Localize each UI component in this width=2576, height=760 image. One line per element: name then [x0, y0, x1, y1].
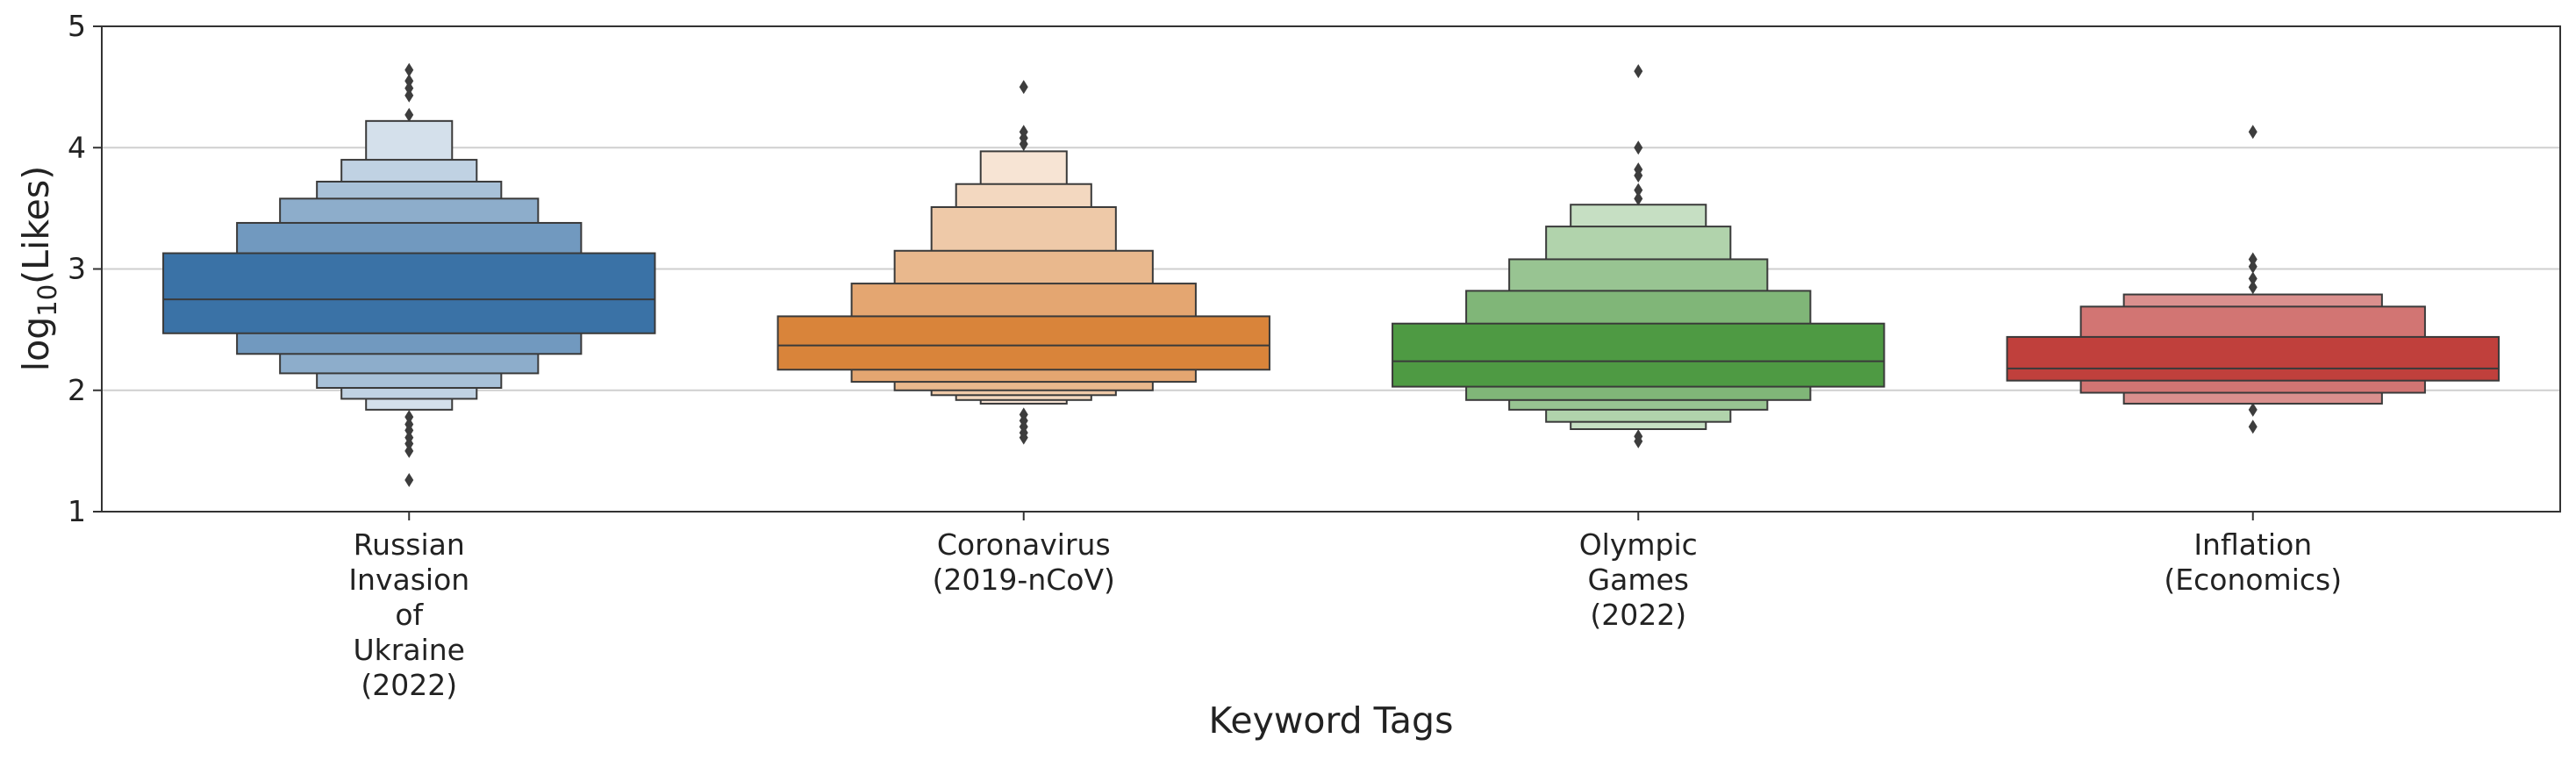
outlier-point	[2248, 252, 2258, 267]
x-axis: Russian Invasion of Ukraine (2022)Coronaviru…	[348, 512, 2342, 702]
y-axis-label-tail: (Likes)	[15, 166, 57, 284]
x-tick-label: Olympic Games (2022)	[1579, 527, 1698, 632]
x-tick-label-line: Invasion	[348, 563, 469, 597]
outlier-point	[1019, 125, 1028, 140]
x-tick-label-line: Olympic	[1579, 527, 1698, 562]
x-axis-label: Keyword Tags	[1209, 699, 1454, 742]
outlier-point	[2248, 125, 2258, 140]
x-tick-label-line: Ukraine	[354, 633, 465, 667]
x-tick-label-line: (2019-nCoV)	[933, 563, 1115, 597]
outlier-point	[2248, 259, 2258, 274]
outlier-point	[404, 88, 414, 103]
outlier-point	[1019, 80, 1028, 95]
x-tick-label-line: Russian	[354, 527, 465, 562]
x-tick-label-line: Coronavirus	[937, 527, 1111, 562]
outlier-point	[2248, 402, 2258, 417]
outlier-point	[1634, 64, 1643, 79]
outlier-point	[404, 74, 414, 89]
outlier-point	[1019, 430, 1028, 445]
y-axis-label-base: log	[15, 317, 57, 372]
category-group	[162, 62, 656, 488]
x-tick-label: Inflation (Economics)	[2164, 527, 2342, 597]
outlier-point	[1634, 140, 1643, 155]
x-tick-label-line: (2022)	[361, 668, 457, 702]
y-axis: 1 2 3 4 5	[68, 9, 102, 528]
outlier-point	[404, 62, 414, 77]
outlier-point	[1634, 191, 1643, 206]
x-tick-label-line: of	[395, 598, 424, 632]
y-tick-label: 1	[68, 494, 86, 528]
outlier-point	[404, 473, 414, 488]
outlier-point	[404, 410, 414, 425]
boxen-box	[2006, 335, 2500, 382]
x-tick-label-line: (2022)	[1590, 598, 1686, 632]
outlier-point	[404, 436, 414, 451]
category-group	[1392, 64, 1885, 448]
x-tick-label-line: (Economics)	[2164, 563, 2342, 597]
outlier-point	[2248, 419, 2258, 434]
outlier-point	[404, 443, 414, 458]
y-tick-label: 2	[68, 373, 86, 407]
x-tick-label-line: Games	[1588, 563, 1689, 597]
outlier-point	[404, 423, 414, 438]
y-tick-label: 3	[68, 252, 86, 286]
outlier-point	[404, 107, 414, 122]
outlier-point	[1634, 434, 1643, 448]
outlier-point	[404, 81, 414, 96]
outlier-point	[1634, 162, 1643, 177]
y-axis-label: log10(Likes)	[15, 166, 62, 372]
boxen-plot-area	[162, 62, 2500, 488]
outlier-point	[2248, 271, 2258, 286]
outlier-point	[2248, 280, 2258, 295]
boxen-box	[162, 252, 656, 334]
boxen-box	[1392, 322, 1885, 388]
y-tick-label: 5	[68, 9, 86, 43]
category-group	[2006, 125, 2500, 434]
category-group	[776, 80, 1270, 445]
x-tick-label: Russian Invasion of Ukraine (2022)	[348, 527, 469, 702]
outlier-point	[1634, 183, 1643, 197]
boxen-box	[776, 315, 1270, 371]
y-axis-label-subscript: 10	[32, 284, 62, 317]
x-tick-label: Coronavirus (2019-nCoV)	[933, 527, 1115, 597]
x-tick-label-line: Inflation	[2193, 527, 2312, 562]
y-tick-label: 4	[68, 130, 86, 164]
